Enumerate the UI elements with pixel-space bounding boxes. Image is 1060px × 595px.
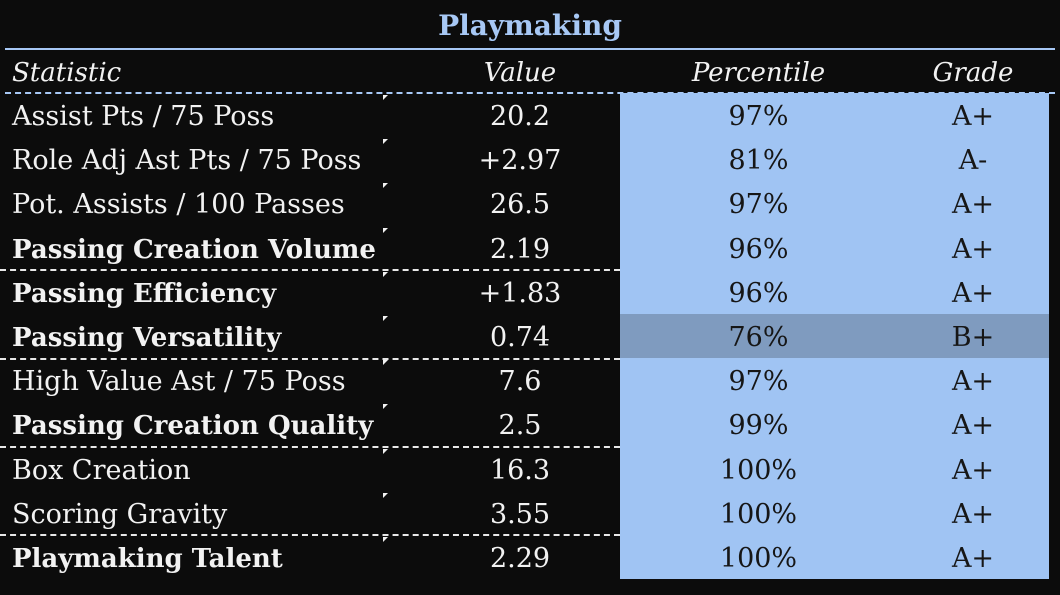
table-title: Playmaking bbox=[438, 9, 622, 42]
grade-cell: A+ bbox=[951, 454, 995, 486]
group-divider bbox=[0, 358, 620, 360]
table-row: Passing Efficiency +1.83 96% A+ bbox=[0, 269, 1060, 314]
percentile-cell: 97% bbox=[728, 366, 789, 398]
percentile-shade bbox=[620, 358, 1049, 403]
comment-marker-icon bbox=[383, 492, 388, 498]
comment-marker-icon bbox=[383, 271, 388, 277]
grade-cell: A+ bbox=[951, 189, 995, 221]
table-row: Playmaking Talent 2.29 100% A+ bbox=[0, 534, 1060, 580]
percentile-shade bbox=[620, 313, 1049, 359]
title-rule bbox=[5, 48, 1055, 50]
value-cell: +1.83 bbox=[478, 277, 562, 309]
table-row: Passing Creation Volume 2.19 96% A+ bbox=[0, 225, 1060, 270]
grade-cell: A+ bbox=[951, 277, 995, 309]
statistic-cell: Assist Pts / 75 Poss bbox=[12, 101, 275, 132]
comment-marker-icon bbox=[383, 139, 388, 145]
grade-cell: A+ bbox=[951, 410, 995, 442]
statistic-cell: High Value Ast / 75 Poss bbox=[12, 366, 346, 398]
percentile-cell: 100% bbox=[719, 542, 798, 574]
percentile-shade bbox=[620, 225, 1049, 270]
percentile-shade bbox=[620, 269, 1049, 314]
table-row: Passing Versatility 0.74 76% B+ bbox=[0, 313, 1060, 359]
percentile-shade bbox=[620, 93, 1049, 138]
value-cell: +2.97 bbox=[478, 145, 562, 177]
percentile-cell: 97% bbox=[728, 101, 789, 132]
comment-marker-icon bbox=[383, 448, 388, 454]
value-cell: 2.19 bbox=[489, 233, 551, 265]
grade-cell: B+ bbox=[951, 321, 995, 353]
statistic-cell: Passing Efficiency bbox=[12, 278, 277, 309]
grade-cell: A- bbox=[958, 145, 988, 177]
value-cell: 16.3 bbox=[489, 454, 551, 486]
table-row: High Value Ast / 75 Poss 7.6 97% A+ bbox=[0, 358, 1060, 403]
table-row: Scoring Gravity 3.55 100% A+ bbox=[0, 490, 1060, 535]
percentile-shade bbox=[620, 137, 1049, 182]
value-cell: 3.55 bbox=[489, 498, 551, 530]
header-percentile: Percentile bbox=[691, 58, 826, 88]
percentile-cell: 97% bbox=[728, 189, 789, 221]
comment-marker-icon bbox=[383, 315, 388, 321]
grade-cell: A+ bbox=[951, 542, 995, 574]
table-row: Pot. Assists / 100 Passes 26.5 97% A+ bbox=[0, 181, 1060, 226]
statistic-cell: Passing Creation Quality bbox=[12, 411, 374, 442]
percentile-shade bbox=[620, 490, 1049, 535]
table-row: Role Adj Ast Pts / 75 Poss +2.97 81% A- bbox=[0, 137, 1060, 182]
grade-cell: A+ bbox=[951, 233, 995, 265]
table-row: Box Creation 16.3 100% A+ bbox=[0, 446, 1060, 491]
percentile-shade bbox=[620, 534, 1049, 580]
value-cell: 0.74 bbox=[489, 321, 551, 353]
percentile-cell: 96% bbox=[728, 233, 789, 265]
grade-cell: A+ bbox=[951, 366, 995, 398]
statistic-cell: Passing Versatility bbox=[12, 322, 282, 353]
percentile-shade bbox=[620, 402, 1049, 447]
percentile-cell: 100% bbox=[719, 498, 798, 530]
table-row: Assist Pts / 75 Poss 20.2 97% A+ bbox=[0, 93, 1060, 138]
comment-marker-icon bbox=[383, 227, 388, 233]
percentile-cell: 96% bbox=[728, 277, 789, 309]
grade-cell: A+ bbox=[951, 498, 995, 530]
header-grade: Grade bbox=[932, 58, 1014, 88]
statistic-cell: Scoring Gravity bbox=[12, 498, 228, 530]
percentile-cell: 76% bbox=[728, 321, 789, 353]
comment-marker-icon bbox=[383, 360, 388, 366]
table-row: Passing Creation Quality 2.5 99% A+ bbox=[0, 402, 1060, 447]
percentile-cell: 81% bbox=[728, 145, 789, 177]
grade-cell: A+ bbox=[951, 101, 995, 132]
statistic-cell: Box Creation bbox=[12, 454, 191, 486]
table-body: Assist Pts / 75 Poss 20.2 97% A+ Role Ad… bbox=[0, 93, 1060, 580]
percentile-shade bbox=[620, 446, 1049, 491]
value-cell: 2.5 bbox=[498, 410, 542, 442]
value-cell: 26.5 bbox=[489, 189, 551, 221]
value-cell: 7.6 bbox=[498, 366, 542, 398]
percentile-cell: 100% bbox=[719, 454, 798, 486]
header-value: Value bbox=[483, 58, 557, 88]
header-divider bbox=[5, 92, 1055, 94]
header-statistic: Statistic bbox=[12, 58, 122, 88]
group-divider bbox=[0, 446, 620, 448]
comment-marker-icon bbox=[383, 95, 388, 100]
value-cell: 2.29 bbox=[489, 542, 551, 574]
comment-marker-icon bbox=[383, 404, 388, 410]
statistic-cell: Playmaking Talent bbox=[12, 543, 283, 574]
statistic-cell: Passing Creation Volume bbox=[12, 234, 376, 265]
value-cell: 20.2 bbox=[489, 101, 551, 132]
group-divider bbox=[0, 269, 620, 271]
statistic-cell: Pot. Assists / 100 Passes bbox=[12, 189, 345, 221]
comment-marker-icon bbox=[383, 536, 388, 542]
percentile-shade bbox=[620, 181, 1049, 226]
comment-marker-icon bbox=[383, 183, 388, 189]
percentile-cell: 99% bbox=[728, 410, 789, 442]
table-header: Statistic Value Percentile Grade bbox=[0, 52, 1060, 92]
group-divider bbox=[0, 534, 620, 536]
statistic-cell: Role Adj Ast Pts / 75 Poss bbox=[12, 145, 362, 177]
